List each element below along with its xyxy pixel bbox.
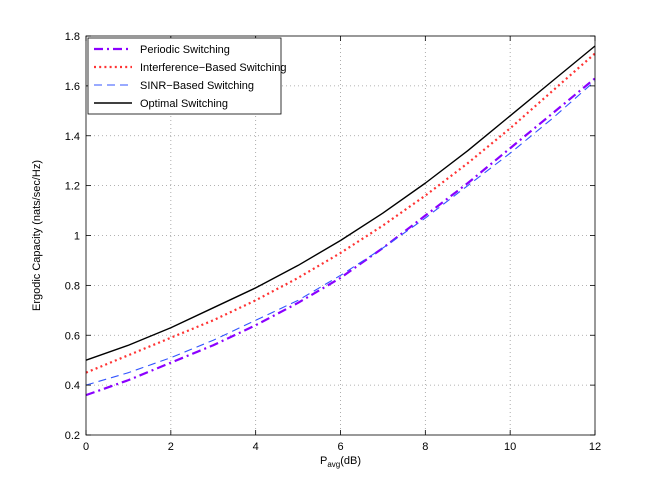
y-axis-label: Ergodic Capacity (nats/sec/Hz) <box>31 160 43 311</box>
x-tick-label: 0 <box>83 441 89 453</box>
series-line-2 <box>85 52 596 374</box>
x-axis-label: Pavg(dB) <box>320 455 361 469</box>
legend-label-3: SINR−Based Switching <box>140 80 254 92</box>
legend-label-1: Periodic Switching <box>140 44 230 56</box>
y-tick-label: 0.2 <box>65 430 80 442</box>
legend-label-2: Interference−Based Switching <box>140 62 286 74</box>
series-line-1 <box>85 77 596 397</box>
x-tick-label: 10 <box>504 441 516 453</box>
x-tick-label: 4 <box>253 441 259 453</box>
series-layer <box>85 45 596 397</box>
y-tick-label: 1.6 <box>65 81 80 93</box>
y-tick-label: 1 <box>74 231 80 243</box>
series-line-3 <box>85 80 596 386</box>
legend-label-4: Optimal Switching <box>140 98 228 110</box>
x-axis-label-main: P <box>320 455 327 467</box>
y-tick-label: 1.8 <box>65 31 80 43</box>
y-tick-label: 0.6 <box>65 330 80 342</box>
x-axis-label-unit: (dB) <box>340 455 361 467</box>
x-tick-label: 12 <box>589 441 601 453</box>
y-tick-label: 0.8 <box>65 280 80 292</box>
y-tick-label: 0.4 <box>65 380 80 392</box>
x-axis-label-subscript: avg <box>327 460 340 469</box>
y-tick-label: 1.4 <box>65 131 80 143</box>
x-tick-label: 2 <box>168 441 174 453</box>
x-tick-label: 6 <box>337 441 343 453</box>
y-tick-label: 1.2 <box>65 181 80 193</box>
legend: Periodic Switching Interference−Based Swi… <box>87 37 286 115</box>
legend-box <box>87 37 282 115</box>
series-line-4 <box>85 45 596 361</box>
x-tick-label: 8 <box>422 441 428 453</box>
